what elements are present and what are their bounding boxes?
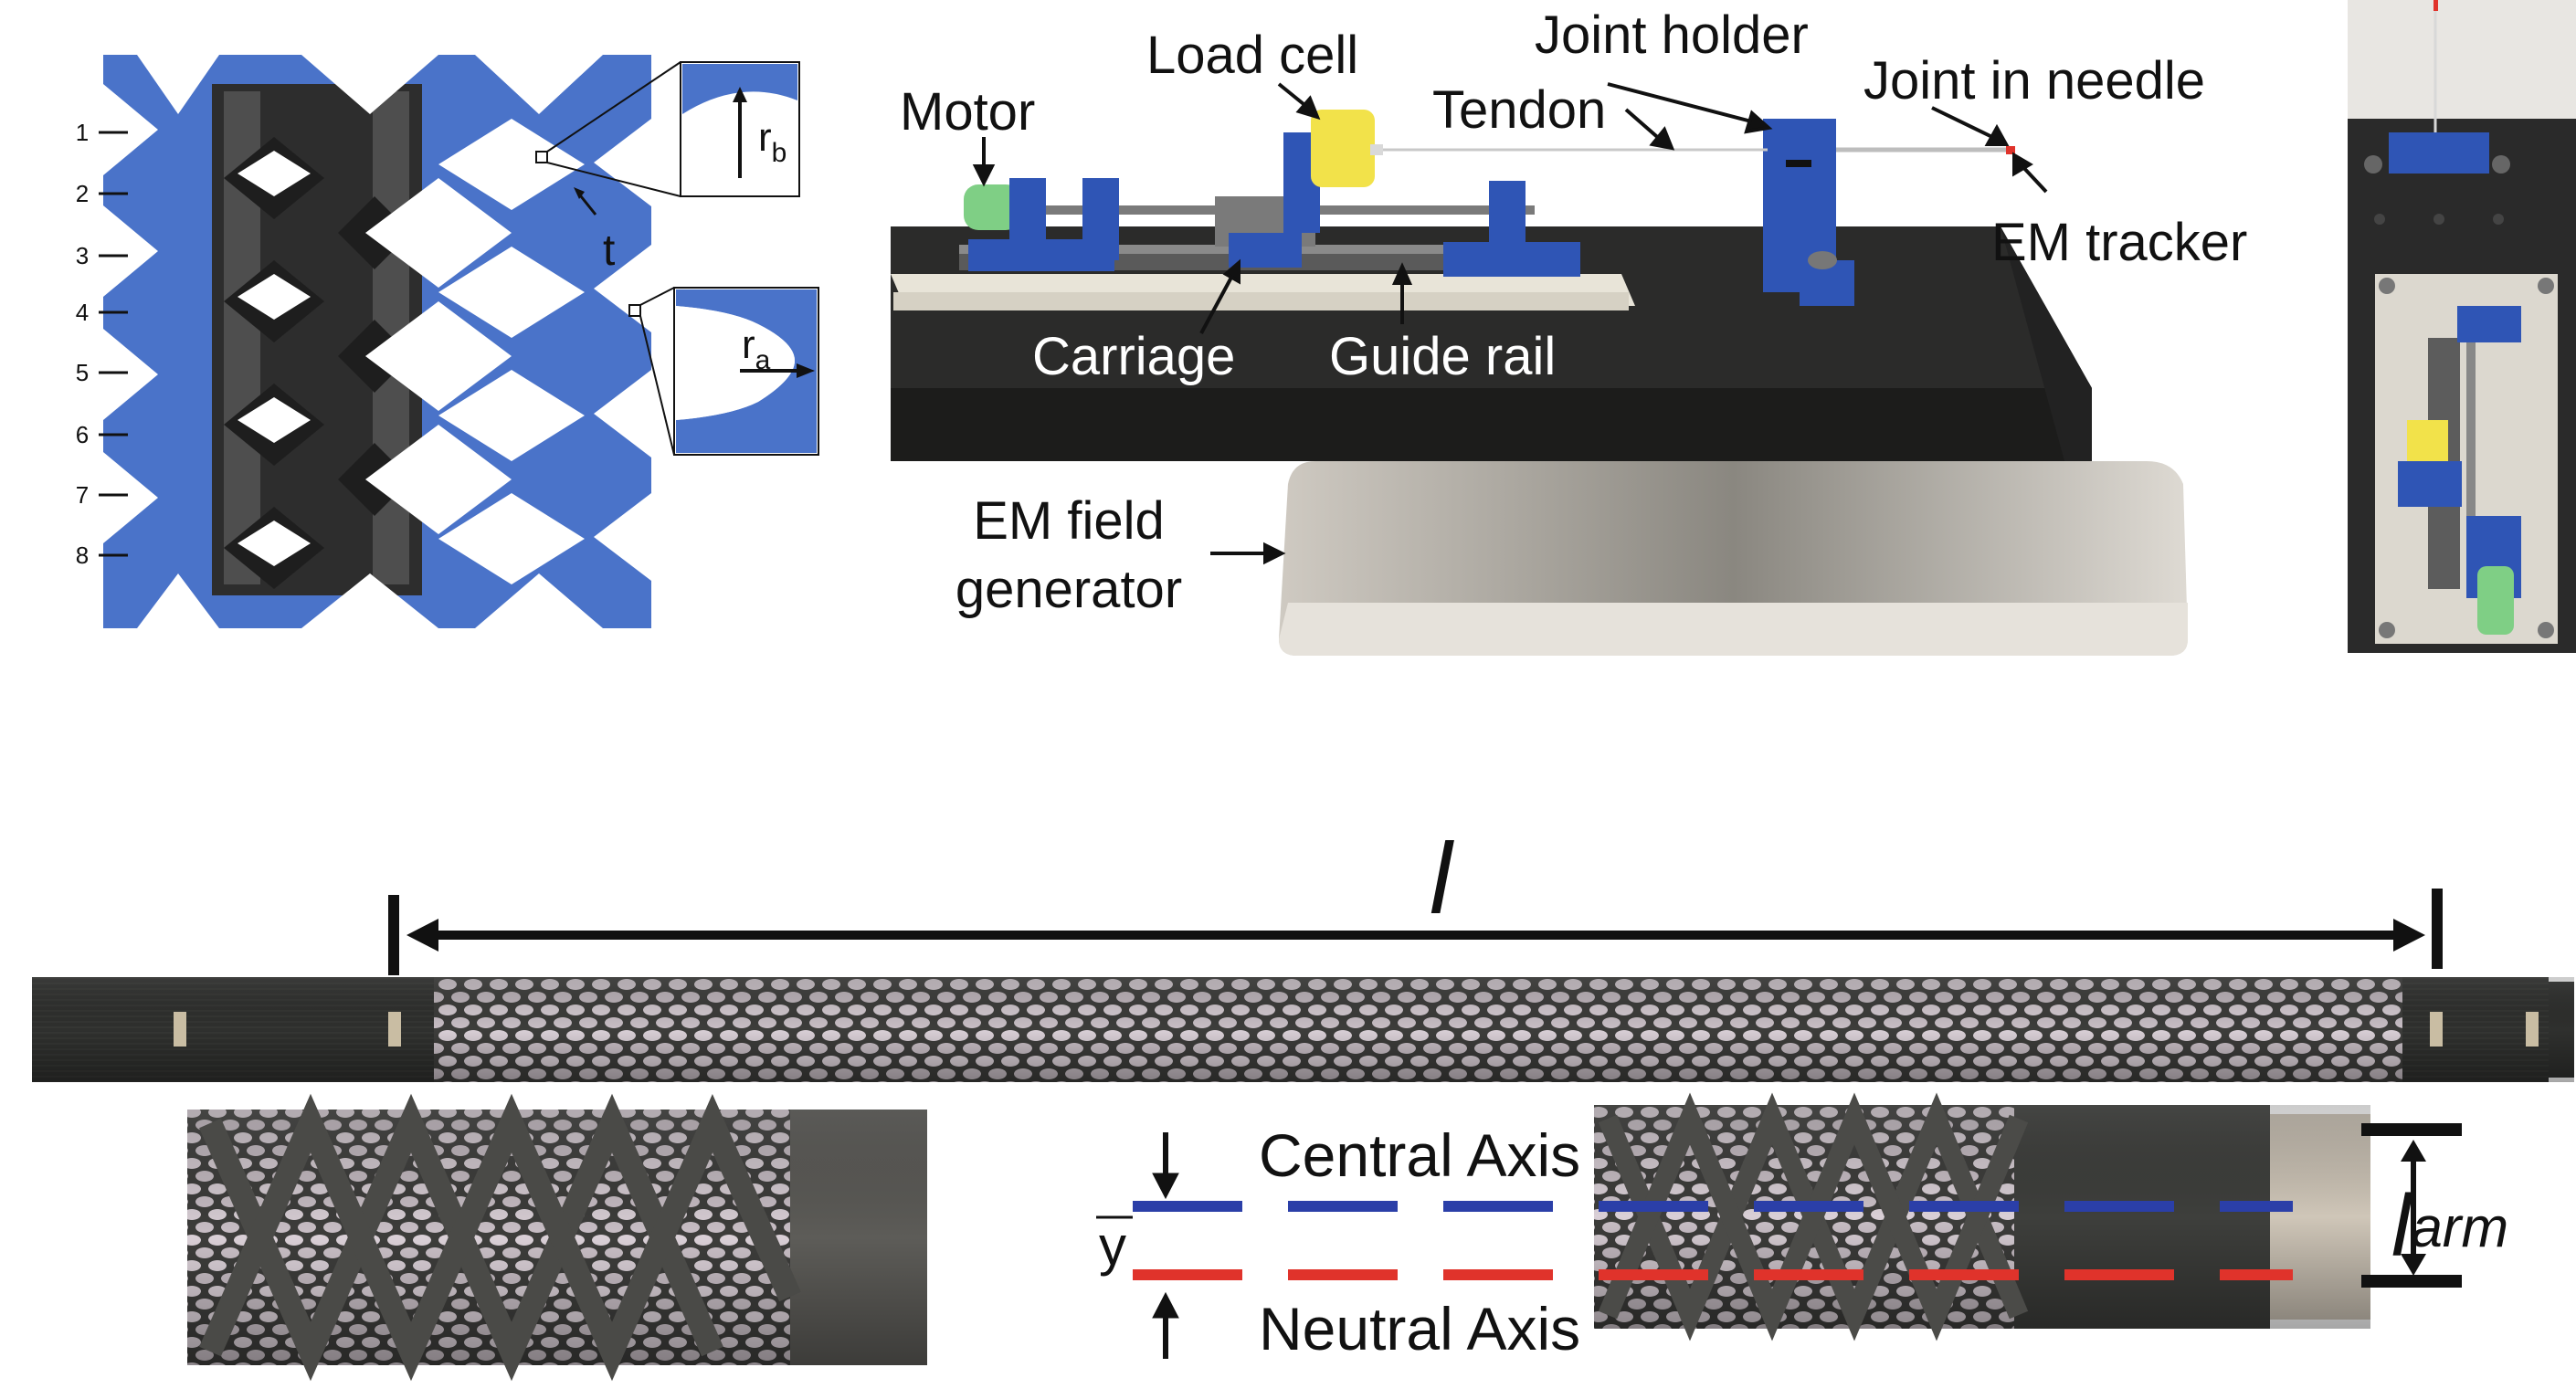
label-length: l: [1430, 823, 1454, 935]
row-number-6: 6: [76, 421, 89, 448]
setup-arrows: [972, 82, 2048, 565]
label-carriage: Carriage: [1032, 327, 1235, 386]
label-r-a: ra: [742, 322, 771, 375]
row-number-7: 7: [76, 481, 89, 509]
diamond-cutouts: [103, 55, 651, 628]
closeup-right: [1594, 1092, 2370, 1341]
rail-support-right: [1443, 181, 1580, 277]
label-guide-rail: Guide rail: [1329, 327, 1556, 386]
label-em-field-line2: generator: [955, 560, 1182, 619]
test-setup-panel: Motor Load cell Joint holder Tendon Join…: [891, 5, 2247, 656]
row-number-3: 3: [76, 242, 89, 269]
em-tracker-tip: [2006, 146, 2015, 154]
closeup-left: [187, 1093, 927, 1382]
label-em-tracker: EM tracker: [1991, 213, 2247, 272]
inset-rb: rb: [535, 61, 800, 197]
label-t: t: [603, 226, 615, 275]
label-y-bar: y: [1099, 1215, 1126, 1277]
label-load-cell: Load cell: [1146, 26, 1358, 85]
row-number-5: 5: [76, 359, 89, 386]
row-number-8: 8: [76, 542, 89, 569]
long-tube: [32, 977, 2574, 1082]
top-view-panel: [2348, 0, 2576, 653]
ybar-markers: [1152, 1132, 1179, 1359]
motor-body: [964, 184, 1020, 230]
motor-mount: [968, 178, 1119, 271]
row-number-1: 1: [76, 119, 89, 146]
joint-holder: [1763, 119, 1854, 306]
length-end-right: [2432, 889, 2443, 969]
row-number-2: 2: [76, 180, 89, 207]
l-arm-marker: [2361, 1123, 2462, 1288]
row-number-4: 4: [76, 299, 89, 326]
row-number-ticks: [99, 131, 128, 557]
white-diamonds: [238, 119, 585, 584]
base-plate: [891, 274, 1635, 310]
cut-pattern-panel: 1 2 3 4 5 6 7 8 rb t: [76, 55, 819, 628]
label-joint-in-needle: Joint in needle: [1863, 51, 2205, 110]
load-cell-holder: [1283, 110, 1383, 233]
label-em-field-line1: EM field: [973, 491, 1165, 551]
inset-ra: ra: [628, 287, 819, 456]
label-joint-holder: Joint holder: [1535, 5, 1809, 65]
label-central-axis: Central Axis: [1259, 1121, 1580, 1189]
length-end-left: [388, 895, 399, 975]
em-field-generator: [1279, 461, 2188, 656]
label-l-arm: larm: [2391, 1177, 2508, 1275]
label-tendon: Tendon: [1432, 80, 1606, 140]
label-r-b: rb: [758, 115, 787, 168]
label-neutral-axis: Neutral Axis: [1259, 1295, 1580, 1362]
label-motor: Motor: [900, 82, 1035, 142]
thickness-marker: t: [574, 187, 615, 275]
joint-panel: l: [32, 823, 2574, 1382]
